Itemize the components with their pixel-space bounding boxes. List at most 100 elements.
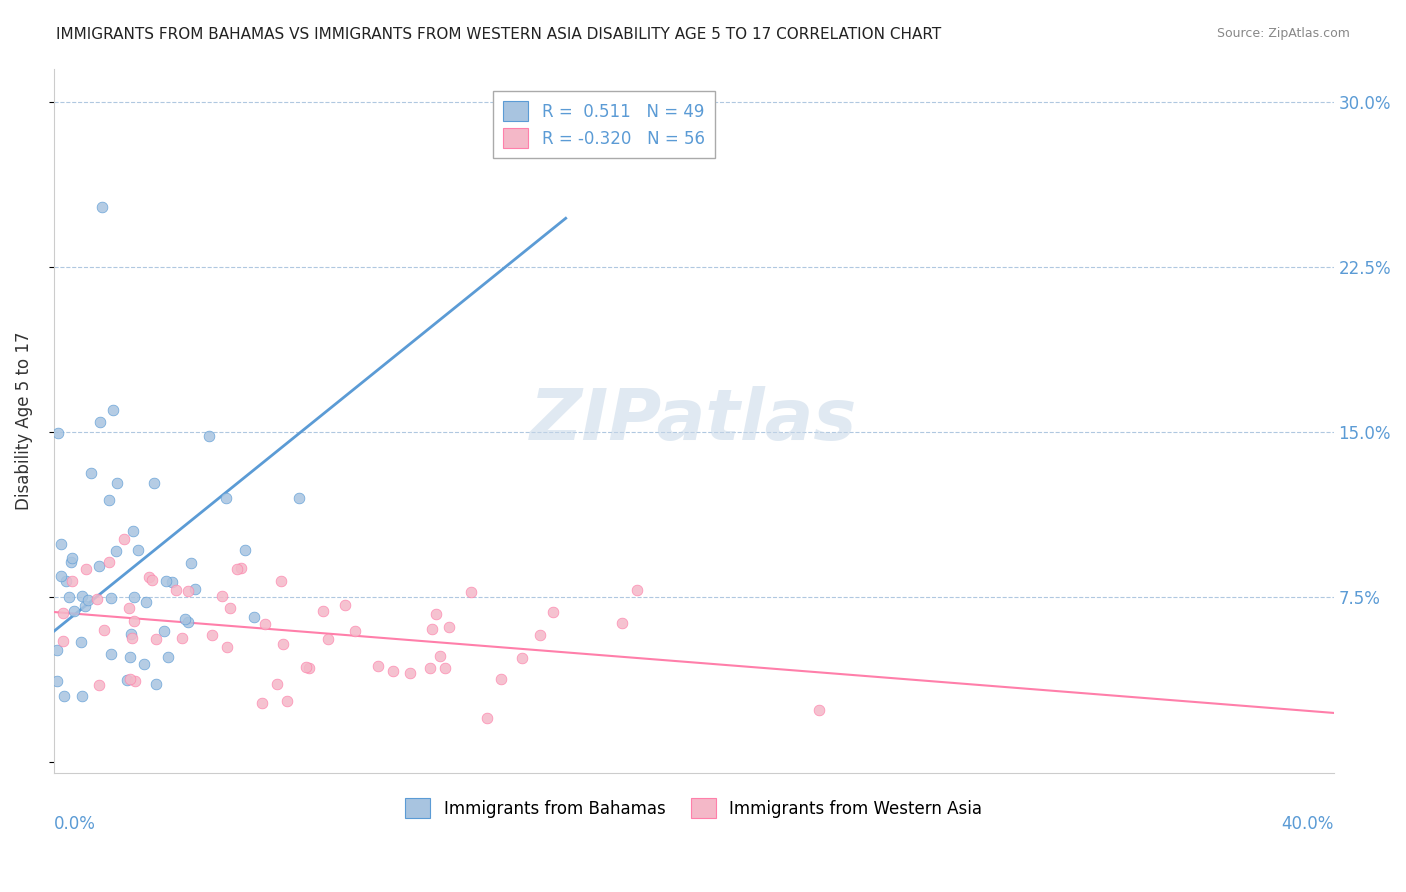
- Point: [120, 673, 142, 687]
- Point: [217, 640, 239, 654]
- Point: [626, 582, 648, 597]
- Point: [215, 491, 238, 506]
- Point: [98, 555, 121, 569]
- Point: [242, 610, 264, 624]
- Point: [177, 583, 200, 598]
- Point: [165, 583, 187, 598]
- Point: [172, 631, 194, 645]
- Point: [253, 616, 276, 631]
- Point: [58, 590, 80, 604]
- Point: [120, 627, 142, 641]
- Point: [288, 491, 311, 505]
- Point: [510, 650, 533, 665]
- Point: [367, 659, 389, 673]
- Point: [80, 466, 103, 480]
- Point: [312, 604, 335, 618]
- Point: [141, 573, 163, 587]
- Point: [124, 674, 146, 689]
- Point: [121, 632, 143, 646]
- Point: [273, 637, 295, 651]
- Point: [420, 622, 443, 636]
- Point: [344, 624, 367, 639]
- Legend: Immigrants from Bahamas, Immigrants from Western Asia: Immigrants from Bahamas, Immigrants from…: [395, 788, 991, 829]
- Point: [118, 601, 141, 615]
- Point: [138, 570, 160, 584]
- Point: [529, 627, 551, 641]
- Point: [121, 524, 143, 538]
- Point: [60, 574, 83, 588]
- Point: [73, 599, 96, 613]
- Point: [70, 634, 93, 648]
- Point: [173, 611, 195, 625]
- Point: [270, 574, 292, 588]
- Point: [52, 689, 75, 703]
- Point: [211, 589, 233, 603]
- Point: [198, 428, 221, 442]
- Point: [60, 551, 83, 566]
- Point: [101, 403, 124, 417]
- Point: [100, 647, 122, 661]
- Point: [70, 689, 93, 703]
- Text: 40.0%: 40.0%: [1281, 815, 1333, 833]
- Point: [233, 542, 256, 557]
- Point: [252, 696, 274, 710]
- Point: [219, 601, 242, 615]
- Point: [60, 556, 83, 570]
- Point: [157, 650, 180, 665]
- Point: [433, 661, 456, 675]
- Point: [808, 702, 831, 716]
- Point: [145, 632, 167, 647]
- Point: [541, 605, 564, 619]
- Point: [46, 426, 69, 441]
- Point: [55, 574, 77, 589]
- Point: [105, 543, 128, 558]
- Point: [122, 591, 145, 605]
- Point: [90, 200, 112, 214]
- Point: [153, 624, 176, 638]
- Point: [127, 542, 149, 557]
- Point: [155, 574, 177, 589]
- Point: [177, 615, 200, 629]
- Point: [333, 599, 356, 613]
- Point: [122, 614, 145, 628]
- Point: [63, 604, 86, 618]
- Point: [145, 676, 167, 690]
- Point: [399, 666, 422, 681]
- Point: [77, 593, 100, 607]
- Point: [89, 558, 111, 573]
- Point: [72, 589, 94, 603]
- Point: [118, 650, 141, 665]
- Text: IMMIGRANTS FROM BAHAMAS VS IMMIGRANTS FROM WESTERN ASIA DISABILITY AGE 5 TO 17 C: IMMIGRANTS FROM BAHAMAS VS IMMIGRANTS FR…: [56, 27, 942, 42]
- Point: [295, 659, 318, 673]
- Point: [75, 562, 97, 576]
- Point: [87, 678, 110, 692]
- Point: [52, 607, 75, 621]
- Point: [298, 661, 321, 675]
- Point: [143, 475, 166, 490]
- Point: [266, 677, 288, 691]
- Point: [51, 569, 73, 583]
- Point: [201, 628, 224, 642]
- Point: [475, 711, 498, 725]
- Point: [276, 693, 298, 707]
- Y-axis label: Disability Age 5 to 17: Disability Age 5 to 17: [15, 332, 32, 510]
- Point: [184, 582, 207, 596]
- Point: [98, 493, 121, 508]
- Point: [51, 537, 73, 551]
- Point: [419, 661, 441, 675]
- Point: [160, 575, 183, 590]
- Point: [132, 657, 155, 671]
- Point: [89, 415, 111, 429]
- Point: [382, 664, 405, 678]
- Point: [117, 673, 139, 687]
- Point: [135, 594, 157, 608]
- Point: [225, 562, 247, 576]
- Point: [46, 642, 69, 657]
- Point: [612, 615, 634, 630]
- Text: 0.0%: 0.0%: [53, 815, 96, 833]
- Point: [489, 673, 512, 687]
- Point: [437, 620, 460, 634]
- Point: [429, 649, 451, 664]
- Point: [46, 674, 69, 689]
- Point: [105, 475, 128, 490]
